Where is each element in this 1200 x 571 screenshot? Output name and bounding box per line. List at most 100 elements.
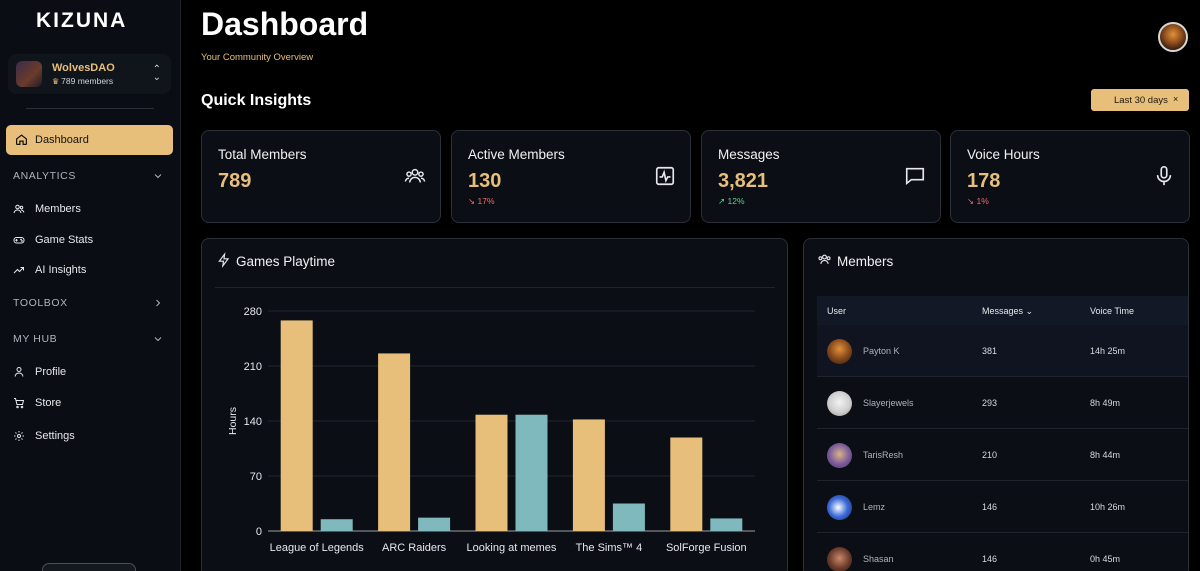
crown-icon: ♛ (52, 77, 60, 86)
user-icon (14, 367, 24, 377)
members-table-header: User Messages ⌄ Voice Time (817, 296, 1188, 325)
x-tick-label: League of Legends (270, 542, 365, 554)
y-tick-label: 210 (244, 361, 262, 373)
y-axis-label: Hours (227, 407, 239, 435)
panel-divider (215, 287, 775, 288)
sidebar-item-label: Game Stats (35, 234, 94, 246)
stat-card-delta-value: 1% (976, 196, 989, 206)
table-row[interactable]: TarisResh 210 8h 44m (817, 429, 1188, 481)
date-range-filter[interactable]: Last 30 days × (1091, 89, 1189, 111)
bar (378, 353, 411, 531)
y-tick-label: 0 (256, 526, 262, 538)
stat-card-title: Messages (718, 147, 780, 162)
users-icon (818, 254, 831, 265)
table-row[interactable]: Lemz 146 10h 26m (817, 481, 1188, 533)
home-icon (16, 134, 27, 145)
server-member-count: ♛ 789 members (52, 76, 113, 86)
user-name: Slayerjewels (863, 398, 914, 408)
users-icon (404, 168, 426, 183)
trend-up-icon: ↗ (718, 196, 726, 206)
section-analytics[interactable]: ANALYTICS (13, 170, 76, 182)
x-tick-label: ARC Raiders (382, 542, 447, 554)
stat-card-delta: ↘ 1% (967, 196, 989, 207)
date-range-label: Last 30 days (1114, 95, 1168, 106)
stat-card-title: Voice Hours (967, 147, 1040, 162)
y-tick-label: 280 (244, 306, 262, 318)
voice-time: 14h 25m (1090, 346, 1126, 356)
bar (612, 503, 645, 531)
sidebar-item-game-stats[interactable]: Game Stats (13, 231, 173, 251)
chevron-down-icon[interactable] (152, 333, 164, 345)
stat-card-delta-value: 17% (477, 196, 495, 206)
bar (475, 414, 508, 531)
sidebar-item-profile[interactable]: Profile (13, 363, 173, 383)
stat-card-messages: Messages 3,821 ↗ 12% (701, 130, 941, 223)
bar (710, 518, 743, 531)
stat-card-delta: ↗ 12% (718, 196, 745, 207)
sidebar-item-settings[interactable]: Settings (13, 427, 173, 447)
sort-chevron-down-icon: ⌄ (1025, 306, 1034, 316)
table-row[interactable]: Payton K 381 14h 25m (817, 325, 1188, 377)
sidebar-item-members[interactable]: Members (13, 200, 173, 220)
chevron-right-icon[interactable] (152, 297, 164, 309)
column-voice-time: Voice Time (1090, 306, 1135, 316)
bar (320, 519, 353, 531)
games-playtime-panel: Games Playtime 0 70 140 210 280 Hours League o… (201, 238, 788, 571)
voice-time: 10h 26m (1090, 502, 1126, 512)
trend-down-icon: ↘ (967, 196, 975, 206)
user-avatar[interactable] (1158, 22, 1188, 52)
trending-up-icon (13, 267, 24, 274)
chevron-down-icon[interactable] (152, 170, 164, 182)
games-playtime-chart: 0 70 140 210 280 Hours League of Legends ARC Ra… (227, 306, 755, 554)
stat-card-title: Total Members (218, 147, 307, 162)
message-count: 146 (982, 502, 998, 512)
sidebar-item-label: Profile (35, 366, 67, 378)
server-avatar (16, 61, 42, 87)
avatar (827, 547, 852, 571)
sidebar-item-label: Members (35, 203, 81, 215)
avatar (827, 443, 852, 468)
table-row[interactable]: Slayerjewels 293 8h 49m (817, 377, 1188, 429)
plan-badge[interactable] (42, 563, 136, 571)
table-row[interactable]: Shasan 146 0h 45m (817, 533, 1188, 571)
lightning-icon (218, 252, 230, 268)
server-switcher[interactable]: WolvesDAO ♛ 789 members ⌃ ⌄ (8, 54, 171, 94)
section-my-hub[interactable]: MY HUB (13, 333, 58, 345)
app-logo: KIZUNA (36, 9, 128, 32)
cart-icon (14, 398, 25, 409)
sidebar-item-ai-insights[interactable]: AI Insights (13, 261, 173, 281)
sidebar-item-store[interactable]: Store (13, 394, 173, 414)
bar (670, 437, 703, 531)
sidebar-item-label: Dashboard (35, 134, 89, 146)
gear-icon (14, 431, 24, 441)
members-title: Members (837, 254, 894, 269)
clear-filter-icon[interactable]: × (1173, 94, 1179, 104)
activity-icon (655, 166, 675, 186)
message-count: 293 (982, 398, 998, 408)
section-toolbox[interactable]: TOOLBOX (13, 297, 68, 309)
avatar (827, 391, 852, 416)
stat-card-value: 789 (218, 170, 252, 192)
stat-card-total-members: Total Members 789 (201, 130, 441, 223)
page-title: Dashboard (201, 6, 369, 42)
stat-card-active-members: Active Members 130 ↘ 17% (451, 130, 691, 223)
games-playtime-title: Games Playtime (236, 254, 336, 269)
stat-card-voice-hours: Voice Hours 178 ↘ 1% (950, 130, 1190, 223)
users-icon (13, 204, 25, 214)
chevron-up-down-icon: ⌃ ⌄ (152, 64, 161, 83)
bar (515, 414, 548, 531)
message-count: 146 (982, 554, 998, 564)
stat-card-title: Active Members (468, 147, 565, 162)
column-messages[interactable]: Messages ⌄ (982, 306, 1033, 317)
y-tick-label: 140 (244, 416, 262, 428)
user-name: Shasan (863, 554, 894, 564)
sidebar-divider (26, 108, 154, 109)
sidebar-item-dashboard[interactable]: Dashboard (6, 125, 173, 155)
gamepad-icon (13, 237, 25, 244)
voice-time: 0h 45m (1090, 554, 1121, 564)
sidebar-item-label: AI Insights (35, 264, 87, 276)
user-name: TarisResh (863, 450, 904, 460)
message-count: 210 (982, 450, 998, 460)
user-name: Payton K (863, 346, 900, 356)
avatar (827, 339, 852, 364)
